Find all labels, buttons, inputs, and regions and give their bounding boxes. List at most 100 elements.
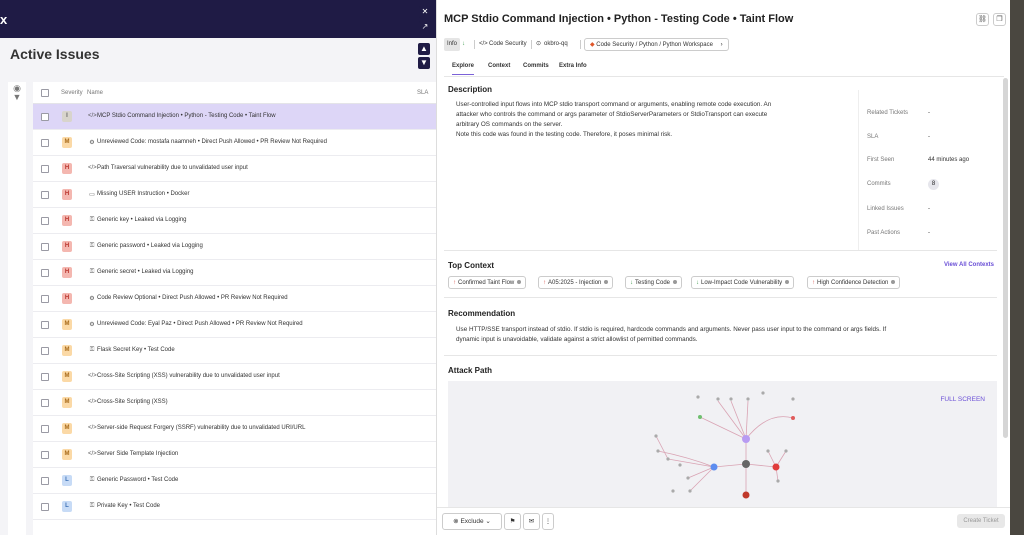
row-checkbox[interactable] xyxy=(41,269,49,277)
sla-column-header[interactable]: SLA xyxy=(417,90,429,96)
table-row[interactable]: M ⚙ Unreviewed Code: Eyal Paz • Direct Pus… xyxy=(33,312,436,338)
row-checkbox[interactable] xyxy=(41,373,49,381)
collapse-up-icon[interactable]: ▲ xyxy=(418,43,430,55)
table-row[interactable]: H </> Path Traversal vulnerability due to … xyxy=(33,156,436,182)
meta-label: Commits xyxy=(867,181,891,187)
path-text: Code Security / Python / Python Workspac… xyxy=(596,42,713,48)
severity-badge: H xyxy=(62,267,72,278)
tab-commits[interactable]: Commits xyxy=(523,63,549,69)
table-row[interactable]: H ⚿ Generic password • Leaked via Logging xyxy=(33,234,436,260)
issue-name: Path Traversal vulnerability due to unva… xyxy=(97,165,248,171)
severity-badge: M xyxy=(62,319,72,330)
context-label: A05:2025 - Injection xyxy=(548,280,602,286)
issue-detail-panel: ✕ ↗ MCP Stdio Command Injection • Python… xyxy=(419,0,1011,535)
copy-icon[interactable]: ❐ xyxy=(993,13,1006,26)
repo-tag[interactable]: okbro-qq xyxy=(544,41,568,47)
row-checkbox[interactable] xyxy=(41,503,49,511)
copy-link-icon[interactable]: ⛓ xyxy=(976,13,989,26)
context-chip[interactable]: ↓ Testing Code xyxy=(625,276,683,289)
arrow-up-icon: ↑ xyxy=(453,280,456,286)
close-icon[interactable]: ✕ xyxy=(419,6,431,18)
more-options-icon[interactable]: ⋮ xyxy=(542,513,554,530)
app-logo[interactable]: x xyxy=(0,12,8,27)
gears-icon: ⚙ xyxy=(89,296,95,302)
create-ticket-button[interactable]: Create Ticket xyxy=(957,514,1005,528)
severity-column-header[interactable]: Severity xyxy=(61,90,83,96)
table-row[interactable]: H ⚿ Generic secret • Leaked via Logging xyxy=(33,260,436,286)
key-icon: ⚿ xyxy=(89,347,95,353)
row-checkbox[interactable] xyxy=(41,425,49,433)
comment-icon[interactable]: ✉ xyxy=(523,513,540,530)
expand-down-icon[interactable]: ▼ xyxy=(418,57,430,69)
row-checkbox[interactable] xyxy=(41,321,49,329)
table-row[interactable]: L ⚿ Private Key • Test Code xyxy=(33,494,436,520)
table-row[interactable]: M ⚿ Flask Secret Key • Test Code xyxy=(33,338,436,364)
issue-name: Unreviewed Code: Eyal Paz • Direct Push … xyxy=(97,321,303,327)
open-external-icon[interactable]: ↗ xyxy=(419,21,431,33)
tab-explore[interactable]: Explore xyxy=(452,63,475,75)
issue-name: Unreviewed Code: mostafa naamneh • Direc… xyxy=(97,139,327,145)
info-dot-icon xyxy=(673,280,678,285)
table-header: Severity Name SLA xyxy=(33,82,436,104)
row-checkbox[interactable] xyxy=(41,165,49,173)
row-checkbox[interactable] xyxy=(41,217,49,225)
detail-footer: ⊗ Exclude ⌄ ⚑ ✉ ⋮ Create Ticket xyxy=(437,507,1011,535)
context-chip[interactable]: ↑ High Confidence Detection xyxy=(807,276,901,289)
name-column-header[interactable]: Name xyxy=(87,90,104,96)
table-row[interactable]: H ⚙ Code Review Optional • Direct Push All… xyxy=(33,286,436,312)
table-row[interactable]: M </> Cross-Site Scripting (XSS) xyxy=(33,390,436,416)
detail-scrollbar[interactable] xyxy=(1003,78,1008,438)
context-label: High Confidence Detection xyxy=(817,280,889,286)
table-row[interactable]: M </> Server Side Template Injection xyxy=(33,442,436,468)
severity-badge: M xyxy=(62,423,72,434)
table-row[interactable]: I </> MCP Stdio Command Injection • Python… xyxy=(33,104,436,130)
row-checkbox[interactable] xyxy=(41,451,49,459)
info-dot-icon xyxy=(891,280,896,285)
table-row[interactable]: M ⚙ Unreviewed Code: mostafa naamneh • Dir… xyxy=(33,130,436,156)
filter-icon[interactable]: ◉ ▼ xyxy=(12,83,22,102)
issue-name: Server-side Request Forgery (SSRF) vulne… xyxy=(97,425,306,431)
code-icon: </> xyxy=(88,425,97,431)
row-checkbox[interactable] xyxy=(41,113,49,121)
severity-badge: H xyxy=(62,163,72,174)
issues-table: Severity Name SLA I </> MCP Stdio Command … xyxy=(33,82,436,535)
row-checkbox[interactable] xyxy=(41,399,49,407)
table-row[interactable]: H ⚿ Generic key • Leaked via Logging xyxy=(33,208,436,234)
meta-value: - xyxy=(928,230,930,236)
context-chip[interactable]: ↓ Low-Impact Code Vulnerability xyxy=(691,276,795,289)
issue-metadata: Related Tickets - SLA - First Seen 44 minutes… xyxy=(858,90,998,250)
meta-label: Related Tickets xyxy=(867,110,909,116)
table-row[interactable]: L ⚿ Generic Password • Test Code xyxy=(33,468,436,494)
table-row[interactable]: M </> Server-side Request Forgery (SSRF) v… xyxy=(33,416,436,442)
recommendation-text: Use HTTP/SSE transport instead of stdio.… xyxy=(456,326,887,343)
arrow-up-icon: ↑ xyxy=(812,280,815,286)
context-chip[interactable]: ↑ A05:2025 - Injection xyxy=(538,276,614,289)
description-heading: Description xyxy=(448,85,493,94)
row-checkbox[interactable] xyxy=(41,191,49,199)
page-title: Active Issues xyxy=(10,46,100,62)
attack-path-graph[interactable]: FULL SCREEN xyxy=(448,381,997,511)
select-all-checkbox[interactable] xyxy=(41,89,49,97)
path-breadcrumb[interactable]: ◆ Code Security / Python / Python Worksp… xyxy=(584,38,729,51)
row-checkbox[interactable] xyxy=(41,347,49,355)
tab-context[interactable]: Context xyxy=(488,63,511,69)
tab-extra-info[interactable]: Extra Info xyxy=(559,63,587,69)
severity-badge: M xyxy=(62,371,72,382)
key-icon: ⚿ xyxy=(89,477,95,483)
meta-value: 8 xyxy=(928,179,939,190)
code-icon: </> xyxy=(88,113,97,119)
view-all-contexts-link[interactable]: View All Contexts xyxy=(944,262,995,268)
exclude-button[interactable]: ⊗ Exclude ⌄ xyxy=(442,513,502,530)
row-checkbox[interactable] xyxy=(41,477,49,485)
table-row[interactable]: M </> Cross-Site Scripting (XSS) vulnerabi… xyxy=(33,364,436,390)
monitor-icon: ▭ xyxy=(89,192,95,198)
row-checkbox[interactable] xyxy=(41,295,49,303)
arrow-down-icon: ↓ xyxy=(462,41,465,47)
context-chip[interactable]: ↑ Confirmed Taint Flow xyxy=(448,276,527,289)
row-checkbox[interactable] xyxy=(41,243,49,251)
row-checkbox[interactable] xyxy=(41,139,49,147)
table-row[interactable]: H ▭ Missing USER Instruction • Docker xyxy=(33,182,436,208)
arrow-down-icon: ↓ xyxy=(696,280,699,286)
full-screen-button[interactable]: FULL SCREEN xyxy=(940,396,985,403)
flag-icon[interactable]: ⚑ xyxy=(504,513,521,530)
